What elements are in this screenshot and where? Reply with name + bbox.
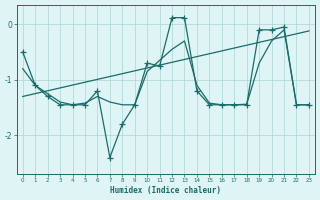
X-axis label: Humidex (Indice chaleur): Humidex (Indice chaleur) (110, 186, 221, 195)
